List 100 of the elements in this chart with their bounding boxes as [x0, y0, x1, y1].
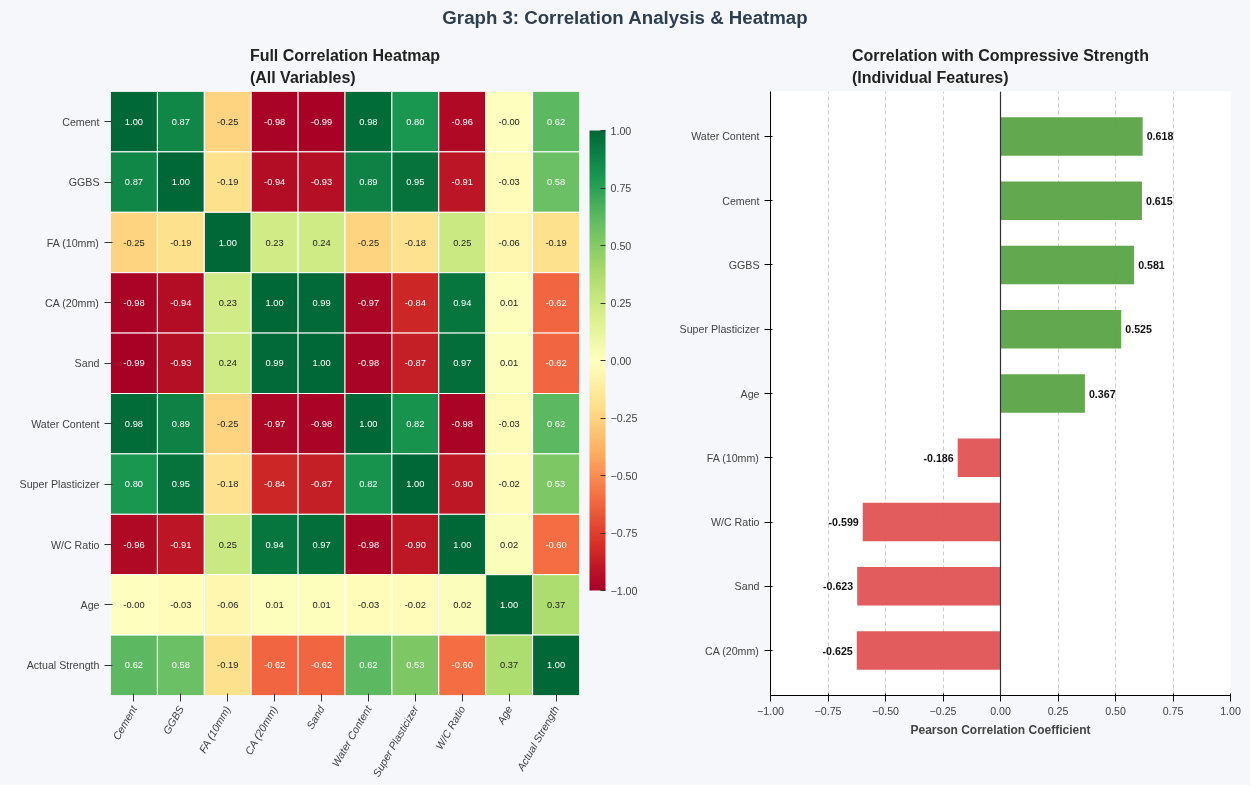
chart-title: Correlation with Compressive Strength (Individual Features)	[852, 47, 1149, 87]
data-label: 0.95	[171, 479, 190, 490]
data-label: 0.94	[265, 539, 284, 550]
x-tick-label: −0.50	[872, 704, 900, 717]
data-label: -0.03	[498, 177, 520, 188]
data-label: 0.24	[312, 237, 331, 248]
data-label: -0.25	[357, 237, 380, 248]
data-label: 0.37	[546, 599, 566, 610]
data-label: 0.98	[124, 418, 144, 429]
data-label: 0.01	[500, 297, 519, 308]
data-label: 0.80	[406, 116, 425, 127]
data-label: 0.80	[124, 479, 144, 490]
data-label: 0.89	[171, 418, 190, 429]
data-label: 0.62	[359, 660, 378, 671]
color-bar-label: 1.00	[610, 124, 632, 137]
data-label: -0.96	[451, 116, 473, 127]
data-label: -0.18	[217, 479, 239, 490]
data-label: -0.98	[264, 116, 286, 127]
data-label: -0.03	[170, 599, 192, 610]
data-label: 0.581	[1138, 258, 1165, 271]
data-label: 0.618	[1146, 130, 1174, 143]
caption: Graph 3: Correlation Analysis & Heatmap	[442, 6, 808, 30]
y-tick-label: CA (20mm)	[705, 644, 759, 657]
data-label: 1.00	[312, 358, 331, 369]
data-label: 0.82	[406, 418, 425, 429]
data-label: 1.00	[171, 177, 190, 188]
data-label: 0.62	[124, 660, 144, 671]
data-label: -0.84	[404, 297, 426, 308]
data-label: -0.98	[310, 418, 333, 429]
data-label: 0.62	[546, 418, 566, 429]
y-tick-label: GGBS	[68, 176, 100, 189]
bar	[857, 566, 1001, 606]
data-label: 1.00	[406, 479, 425, 490]
chart-title: Full Correlation Heatmap (All Variables)	[249, 47, 441, 87]
data-label: -0.99	[123, 358, 145, 369]
data-label: 0.525	[1125, 323, 1152, 336]
data-label: -0.62	[545, 358, 567, 369]
data-label: 0.97	[312, 539, 331, 550]
data-label: -0.93	[310, 177, 333, 188]
x-tick-label: 0.25	[1047, 704, 1069, 717]
data-label: -0.99	[310, 116, 333, 127]
y-tick-label: W/C Ratio	[710, 516, 760, 529]
y-tick-label: FA (10mm)	[46, 236, 99, 249]
bar	[1000, 309, 1122, 349]
data-label: -0.97	[264, 418, 286, 429]
color-bar-label: 0.00	[610, 354, 632, 367]
y-tick-label: W/C Ratio	[50, 538, 100, 551]
data-label: -0.60	[451, 660, 473, 671]
x-tick-label: 0.75	[1162, 704, 1184, 717]
y-tick-label: GGBS	[728, 258, 760, 271]
x-tick-label: 0.00	[990, 704, 1011, 717]
data-label: 0.53	[406, 660, 425, 671]
data-label: -0.91	[451, 177, 473, 188]
data-label: 1.00	[453, 539, 472, 550]
data-label: -0.60	[545, 539, 567, 550]
data-label: 0.02	[500, 539, 519, 550]
color-bar-label: −0.25	[610, 412, 638, 424]
data-label: -0.98	[123, 297, 145, 308]
bar	[1000, 181, 1142, 221]
data-label: 0.99	[265, 358, 284, 369]
color-bar-label: −1.00	[610, 584, 638, 597]
data-label: 0.367	[1088, 387, 1116, 400]
data-label: -0.94	[264, 177, 286, 188]
data-label: 0.23	[265, 237, 284, 248]
data-label: -0.06	[217, 599, 239, 610]
data-label: -0.62	[310, 660, 333, 671]
x-tick-label: 0.50	[1105, 704, 1126, 717]
data-label: -0.00	[123, 599, 145, 610]
data-label: 0.95	[406, 177, 425, 188]
data-label: -0.97	[357, 297, 380, 308]
y-tick-label: Cement	[722, 194, 760, 207]
data-label: -0.03	[357, 599, 380, 610]
data-label: 0.01	[265, 599, 284, 610]
data-label: 0.615	[1145, 194, 1173, 207]
data-label: -0.25	[217, 418, 239, 429]
data-label: -0.02	[498, 479, 520, 490]
data-label: -0.98	[357, 539, 380, 550]
data-label: -0.19	[545, 237, 567, 248]
data-label: -0.98	[451, 418, 473, 429]
bar	[862, 502, 1001, 542]
data-label: 1.00	[546, 660, 566, 671]
data-label: -0.90	[404, 539, 426, 550]
data-label: 1.00	[218, 237, 237, 248]
data-label: -0.00	[498, 116, 520, 127]
data-label: -0.19	[217, 177, 239, 188]
data-label: -0.06	[498, 237, 520, 248]
color-bar-label: −0.75	[610, 527, 638, 539]
y-tick-label: Sand	[74, 357, 100, 370]
data-label: -0.94	[170, 297, 192, 308]
data-label: -0.91	[170, 539, 192, 550]
data-label: 0.87	[171, 116, 190, 127]
data-label: 0.25	[453, 237, 472, 248]
data-label: 0.97	[453, 358, 472, 369]
y-tick-label: Actual Strength	[26, 659, 100, 672]
data-label: 0.94	[453, 297, 472, 308]
data-label: -0.62	[545, 297, 567, 308]
x-axis-title: Pearson Correlation Coefficient	[910, 722, 1091, 737]
x-tick-label: 1.00	[1220, 704, 1241, 717]
data-label: 0.01	[312, 599, 331, 610]
data-label: -0.93	[170, 358, 192, 369]
